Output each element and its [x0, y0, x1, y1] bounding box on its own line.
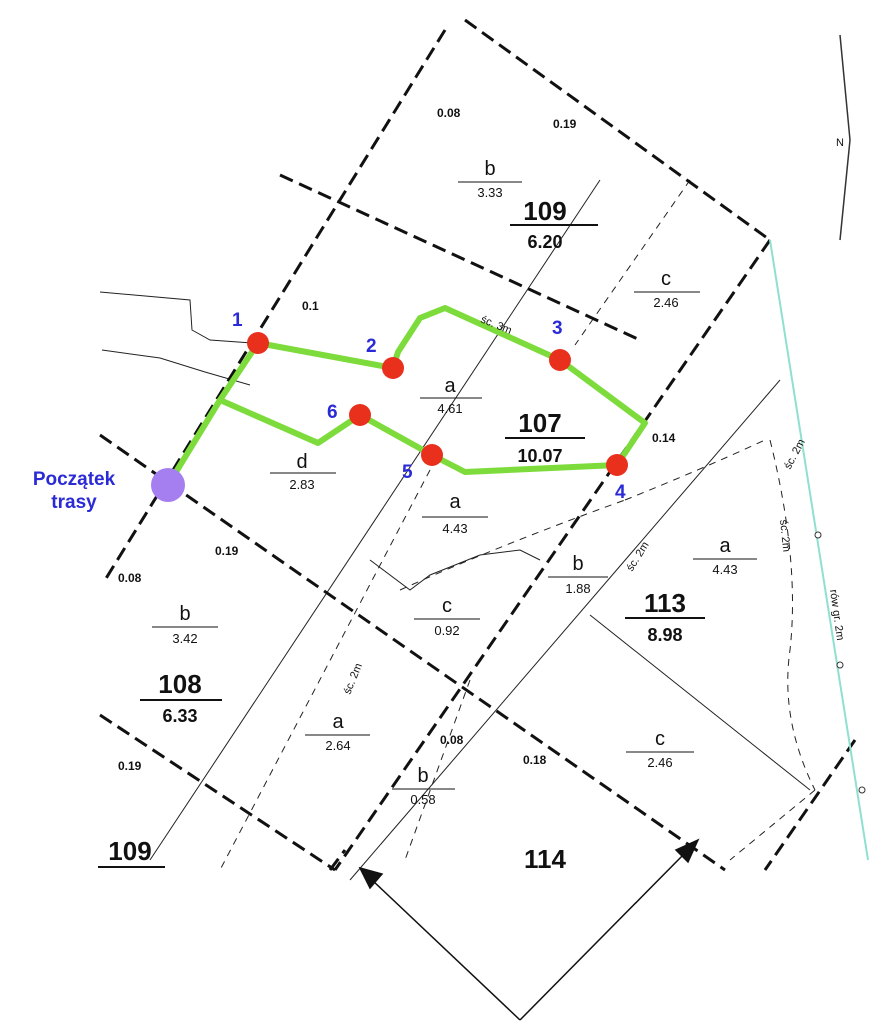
svg-text:d: d	[296, 451, 307, 473]
waypoint-number-6: 6	[327, 402, 338, 423]
subparcel-b-109: b 3.33	[458, 158, 522, 200]
svg-text:4.61: 4.61	[437, 401, 462, 416]
svg-text:c: c	[655, 728, 665, 750]
width-label: 0.18	[523, 753, 547, 767]
subparcel-a-lower: a 4.43	[422, 491, 488, 536]
waypoint-number-1: 1	[232, 310, 243, 331]
svg-text:b: b	[179, 603, 190, 625]
north-arrow-icon: N	[836, 34, 851, 241]
svg-text:a: a	[449, 491, 461, 513]
svg-text:b: b	[484, 158, 495, 180]
waypoint-numbers: 1 2 3 4 5 6	[232, 310, 626, 503]
path-label: śc. 2m	[777, 519, 792, 552]
parcel-number-107: 107	[518, 408, 561, 438]
svg-text:2.64: 2.64	[325, 738, 350, 753]
svg-text:a: a	[719, 535, 731, 557]
subparcel-b-113: b 1.88	[548, 553, 608, 596]
subparcel-c-109: c 2.46	[634, 268, 700, 310]
width-label: 0.19	[118, 759, 142, 773]
waypoint-number-2: 2	[366, 336, 377, 357]
waypoint-5[interactable]	[421, 444, 443, 466]
parcel-area-109-top: 6.20	[527, 232, 562, 252]
path-labels: śc. 2m śc. 2m śc. 2m śc. 2m śc. 3m rów g…	[342, 314, 846, 696]
path-label: śc. 2m	[342, 662, 365, 697]
subparcel-a-108: a 2.64	[305, 711, 370, 753]
svg-text:2.83: 2.83	[289, 477, 314, 492]
width-label: 0.19	[215, 544, 239, 558]
svg-text:2.46: 2.46	[647, 755, 672, 770]
waypoint-3[interactable]	[549, 349, 571, 371]
width-label: 0.14	[652, 431, 676, 445]
start-label-line1: Początek	[33, 469, 116, 490]
svg-text:a: a	[444, 375, 456, 397]
waypoints	[151, 332, 628, 502]
svg-text:4.43: 4.43	[712, 562, 737, 577]
width-label: 0.08	[437, 106, 461, 120]
subparcel-a-113: a 4.43	[693, 535, 757, 577]
small-labels: 0.08 0.19 0.1 0.14 0.19 0.08 0.19 0.08 0…	[118, 106, 676, 773]
waypoint-number-3: 3	[552, 318, 563, 339]
waypoint-2[interactable]	[382, 357, 404, 379]
parcel-number-109-bottom: 109	[108, 836, 151, 866]
parcel-area-107: 10.07	[517, 446, 562, 466]
svg-text:b: b	[572, 553, 583, 575]
subparcel-b-114: b 0.58	[392, 765, 455, 807]
parcel-number-114: 114	[524, 844, 566, 874]
svg-text:b: b	[417, 765, 428, 787]
parcel-number-113: 113	[644, 588, 686, 618]
svg-text:2.46: 2.46	[653, 295, 678, 310]
dashed-lines	[219, 179, 816, 871]
svg-text:3.42: 3.42	[172, 631, 197, 646]
route	[165, 305, 648, 488]
waypoint-1[interactable]	[247, 332, 269, 354]
waypoint-6[interactable]	[349, 404, 371, 426]
svg-text:0.58: 0.58	[410, 792, 435, 807]
width-label: 0.08	[118, 571, 142, 585]
parcel-number-108: 108	[158, 669, 201, 699]
waypoint-number-5: 5	[402, 462, 413, 483]
subparcels: b 3.33 c 2.46 a 4.61 d 2.83 a 4.43 b 1.8…	[152, 158, 757, 807]
parcel-area-108: 6.33	[162, 706, 197, 726]
start-label: Początek trasy	[33, 469, 116, 513]
svg-text:c: c	[442, 595, 452, 617]
start-label-line2: trasy	[51, 492, 97, 513]
svg-text:3.33: 3.33	[477, 185, 502, 200]
waypoint-number-4: 4	[615, 482, 626, 503]
subparcel-d-107: d 2.83	[270, 451, 336, 492]
svg-text:4.43: 4.43	[442, 521, 467, 536]
parcel-area-113: 8.98	[647, 625, 682, 645]
width-label: 0.1	[302, 299, 319, 313]
thin-lines	[99, 179, 811, 881]
north-label: N	[836, 137, 844, 149]
svg-text:c: c	[661, 268, 671, 290]
subparcel-c-114: c 2.46	[626, 728, 694, 770]
subparcel-c-mid: c 0.92	[414, 595, 480, 638]
subparcel-a-107: a 4.61	[420, 375, 482, 416]
svg-text:a: a	[332, 711, 344, 733]
svg-text:1.88: 1.88	[565, 581, 590, 596]
parcel-numbers: 109 6.20 107 10.07 108 6.33 113 8.98 114…	[98, 196, 705, 874]
parcel-number-109-top: 109	[523, 196, 566, 226]
pointer-arrow-icon	[358, 838, 700, 1021]
width-label: 0.19	[553, 117, 577, 131]
water-ditch	[769, 239, 869, 861]
waypoint-4[interactable]	[606, 454, 628, 476]
width-label: 0.08	[440, 733, 464, 747]
start-point[interactable]	[151, 468, 185, 502]
parcel-boundaries	[99, 18, 857, 872]
svg-text:0.92: 0.92	[434, 623, 459, 638]
subparcel-b-108: b 3.42	[152, 603, 218, 646]
